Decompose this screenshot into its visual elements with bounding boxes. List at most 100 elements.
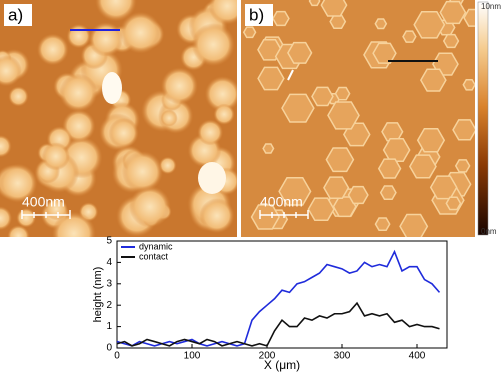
- x-tick-label: 300: [334, 351, 351, 362]
- island: [257, 66, 285, 91]
- x-tick-label: 0: [114, 351, 120, 362]
- island: [462, 78, 475, 91]
- island: [8, 86, 29, 107]
- island: [129, 185, 171, 228]
- x-tick-label: 400: [409, 351, 426, 362]
- data-line: [116, 301, 440, 347]
- island: [95, 0, 137, 22]
- plot-frame: [116, 240, 448, 349]
- island: [250, 204, 281, 230]
- x-tick-label: 100: [184, 351, 201, 362]
- x-axis-label: X (μm): [264, 358, 300, 372]
- colorbar-label: 0nm: [481, 227, 497, 236]
- island: [372, 42, 397, 64]
- island: [463, 8, 475, 27]
- island: [408, 154, 437, 179]
- island: [327, 101, 360, 130]
- island: [323, 176, 350, 200]
- data-line: [116, 249, 441, 347]
- island: [121, 151, 164, 193]
- label-box: [245, 4, 273, 26]
- island: [334, 86, 351, 101]
- y-tick-label: 2: [106, 300, 112, 311]
- island: [272, 10, 290, 27]
- island: [102, 72, 122, 104]
- afm-image-a: [0, 0, 237, 237]
- island: [262, 143, 275, 154]
- island: [419, 68, 447, 92]
- y-axis-label: height (nm): [92, 267, 104, 323]
- island: [16, 207, 36, 228]
- island: [160, 109, 178, 127]
- island: [0, 55, 22, 87]
- island: [429, 175, 458, 200]
- legend-label: dynamic: [139, 241, 173, 251]
- island: [108, 117, 139, 149]
- y-tick-label: 3: [106, 278, 112, 289]
- island: [199, 198, 235, 234]
- afm-image-b: [241, 0, 475, 237]
- scale-bar: [21, 210, 309, 219]
- island: [308, 0, 321, 7]
- island: [413, 10, 446, 39]
- island: [88, 22, 124, 57]
- island: [0, 134, 12, 158]
- island: [0, 206, 13, 231]
- island: [208, 0, 237, 25]
- colorbar: [477, 1, 489, 236]
- y-tick-label: 0: [106, 343, 112, 354]
- colorbar-label: 10nm: [481, 2, 501, 11]
- island: [325, 147, 355, 173]
- island: [452, 119, 475, 141]
- island: [242, 26, 257, 39]
- island: [119, 11, 162, 54]
- legend-label: contact: [139, 251, 169, 261]
- island: [7, 225, 30, 237]
- y-tick-label: 5: [106, 236, 112, 247]
- y-tick-label: 1: [106, 321, 112, 332]
- island: [287, 41, 313, 64]
- island: [51, 211, 96, 237]
- island: [374, 18, 388, 30]
- island: [320, 0, 348, 17]
- panel-label: a): [8, 5, 23, 24]
- island: [329, 14, 347, 29]
- island: [41, 142, 70, 171]
- label-box: [4, 4, 32, 26]
- island: [0, 163, 38, 203]
- y-tick-label: 4: [106, 257, 112, 268]
- island: [439, 0, 467, 25]
- island: [374, 217, 391, 232]
- island: [402, 30, 417, 43]
- island: [416, 127, 446, 153]
- scale-label: 400nm: [22, 194, 65, 210]
- island: [307, 197, 335, 222]
- island: [382, 137, 411, 163]
- island: [311, 86, 334, 107]
- island: [377, 158, 402, 179]
- island: [347, 185, 369, 205]
- island: [204, 76, 237, 112]
- island: [160, 67, 198, 105]
- panel-label: b): [249, 5, 264, 24]
- island: [445, 196, 462, 211]
- scale-label: 400nm: [260, 194, 303, 210]
- island: [281, 93, 315, 123]
- island: [442, 33, 460, 49]
- island: [159, 156, 177, 175]
- island: [36, 33, 69, 66]
- island: [59, 73, 98, 112]
- x-tick-label: 200: [259, 351, 276, 362]
- island: [257, 38, 283, 61]
- island: [399, 213, 429, 237]
- island: [213, 103, 235, 125]
- island: [278, 177, 312, 206]
- island: [454, 159, 471, 173]
- island: [197, 119, 224, 146]
- defect: [287, 69, 294, 81]
- island: [191, 23, 235, 67]
- line-chart: 0 100 200 300 400 0 1 2 3 4 5 X (μm) height (nm) dyna…: [92, 236, 448, 372]
- island: [198, 162, 226, 194]
- island: [379, 185, 397, 201]
